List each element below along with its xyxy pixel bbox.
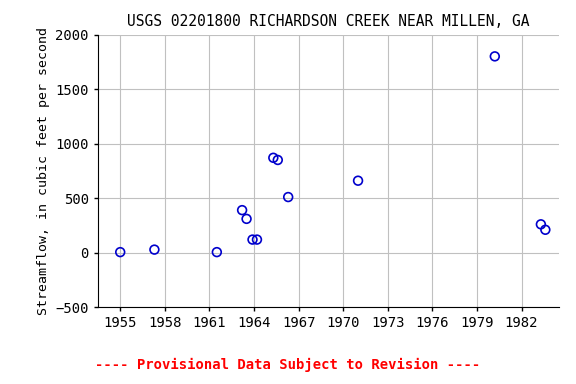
Point [273, 157, 282, 163]
Text: ---- Provisional Data Subject to Revision ----: ---- Provisional Data Subject to Revisio… [96, 358, 480, 372]
Point [536, 221, 545, 227]
Title: USGS 02201800 RICHARDSON CREEK NEAR MILLEN, GA: USGS 02201800 RICHARDSON CREEK NEAR MILL… [127, 14, 529, 29]
Point [283, 194, 293, 200]
Point [150, 247, 159, 253]
Y-axis label: Streamflow, in cubic feet per second: Streamflow, in cubic feet per second [37, 27, 50, 315]
Point [116, 249, 125, 255]
Point [269, 155, 278, 161]
Point [354, 178, 363, 184]
Point [242, 216, 251, 222]
Point [237, 207, 247, 213]
Point [248, 237, 257, 243]
Point [212, 249, 221, 255]
Point [490, 53, 499, 60]
Point [252, 237, 262, 243]
Point [541, 227, 550, 233]
